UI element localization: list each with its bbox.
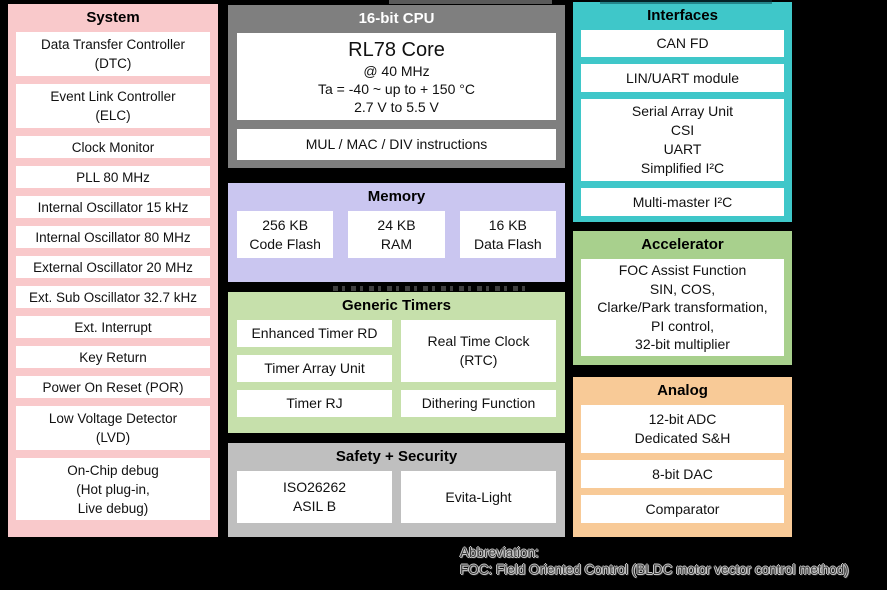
cpu-panel-title: 16-bit CPU — [358, 10, 435, 27]
block-internal-oscillator-15khz: Internal Oscillator 15 kHz — [16, 196, 210, 218]
interfaces-stack: CAN FD LIN/UART module Serial Array Unit… — [581, 30, 784, 216]
memory-panel: Memory 256 KB Code Flash 24 KB RAM 16 KB… — [228, 183, 565, 282]
rl78-core-title: RL78 Core — [348, 38, 445, 61]
block-low-voltage-detector: Low Voltage Detector (LVD) — [16, 406, 210, 450]
block-dithering-function: Dithering Function — [401, 390, 556, 417]
block-foc-assist-function: FOC Assist Function SIN, COS, Clarke/Par… — [581, 259, 784, 356]
block-external-oscillator-20mhz: External Oscillator 20 MHz — [16, 256, 210, 278]
safety-security-panel: Safety + Security ISO26262 ASIL B Evita-… — [228, 443, 565, 537]
block-can-fd: CAN FD — [581, 30, 784, 57]
generic-timers-grid: Enhanced Timer RD Real Time Clock (RTC) … — [237, 320, 556, 417]
block-ext-interrupt: Ext. Interrupt — [16, 316, 210, 338]
block-internal-oscillator-80mhz: Internal Oscillator 80 MHz — [16, 226, 210, 248]
block-rl78-core: RL78 Core @ 40 MHz Ta = -40 ~ up to + 15… — [237, 33, 556, 120]
block-12bit-adc: 12-bit ADC Dedicated S&H — [581, 405, 784, 453]
safety-security-panel-title: Safety + Security — [335, 448, 458, 465]
accelerator-panel: Accelerator FOC Assist Function SIN, COS… — [573, 231, 792, 365]
block-data-flash: 16 KB Data Flash — [459, 211, 556, 258]
memory-panel-title: Memory — [367, 188, 426, 205]
analog-stack: 12-bit ADC Dedicated S&H 8-bit DAC Compa… — [581, 405, 784, 523]
block-timer-array-unit: Timer Array Unit — [237, 355, 392, 382]
block-pll: PLL 80 MHz — [16, 166, 210, 188]
safety-security-row: ISO26262 ASIL B Evita-Light — [237, 471, 556, 523]
block-lin-uart-module: LIN/UART module — [581, 64, 784, 92]
generic-timers-panel: Generic Timers Enhanced Timer RD Real Ti… — [228, 292, 565, 433]
block-ext-sub-oscillator: Ext. Sub Oscillator 32.7 kHz — [16, 286, 210, 308]
block-multi-master-i2c: Multi-master I²C — [581, 188, 784, 216]
block-ram: 24 KB RAM — [348, 211, 445, 258]
block-mul-mac-div-instructions: MUL / MAC / DIV instructions — [237, 129, 556, 160]
abbreviation-note: Abbreviation: FOC: Field Oriented Contro… — [460, 544, 880, 578]
block-data-transfer-controller: Data Transfer Controller (DTC) — [16, 32, 210, 76]
analog-panel-title: Analog — [657, 382, 708, 399]
block-serial-array-unit: Serial Array Unit CSI UART Simplified I²… — [581, 99, 784, 181]
block-8bit-dac: 8-bit DAC — [581, 460, 784, 488]
block-evita-light: Evita-Light — [401, 471, 556, 523]
analog-panel: Analog 12-bit ADC Dedicated S&H 8-bit DA… — [573, 377, 792, 537]
block-real-time-clock: Real Time Clock (RTC) — [401, 320, 556, 382]
block-enhanced-timer-rd: Enhanced Timer RD — [237, 320, 392, 347]
clipped-text-artifact-above-generic-timers — [333, 286, 531, 291]
abbreviation-note-line1: Abbreviation: — [460, 545, 539, 560]
abbreviation-note-line2: FOC: Field Oriented Control (BLDC motor … — [460, 562, 849, 577]
cpu-panel: 16-bit CPU RL78 Core @ 40 MHz Ta = -40 ~… — [228, 5, 565, 168]
rl78-core-details: @ 40 MHz Ta = -40 ~ up to + 150 °C 2.7 V… — [318, 62, 475, 115]
block-on-chip-debug: On-Chip debug (Hot plug-in, Live debug) — [16, 458, 210, 520]
block-iso26262-asil-b: ISO26262 ASIL B — [237, 471, 392, 523]
interfaces-panel: Interfaces CAN FD LIN/UART module Serial… — [573, 2, 792, 222]
interfaces-panel-title: Interfaces — [647, 7, 718, 24]
accelerator-panel-title: Accelerator — [641, 236, 724, 253]
clipped-text-artifact-above-cpu — [389, 0, 552, 4]
memory-row: 256 KB Code Flash 24 KB RAM 16 KB Data F… — [237, 211, 556, 258]
block-power-on-reset: Power On Reset (POR) — [16, 376, 210, 398]
block-event-link-controller: Event Link Controller (ELC) — [16, 84, 210, 128]
block-timer-rj: Timer RJ — [237, 390, 392, 417]
clipped-text-artifact-above-interfaces — [600, 0, 772, 4]
block-code-flash: 256 KB Code Flash — [237, 211, 334, 258]
system-panel: System Data Transfer Controller (DTC) Ev… — [8, 4, 218, 537]
generic-timers-panel-title: Generic Timers — [342, 297, 451, 314]
block-comparator: Comparator — [581, 495, 784, 523]
block-clock-monitor: Clock Monitor — [16, 136, 210, 158]
system-panel-title: System — [86, 9, 140, 26]
block-key-return: Key Return — [16, 346, 210, 368]
system-item-stack: Data Transfer Controller (DTC) Event Lin… — [16, 32, 210, 529]
